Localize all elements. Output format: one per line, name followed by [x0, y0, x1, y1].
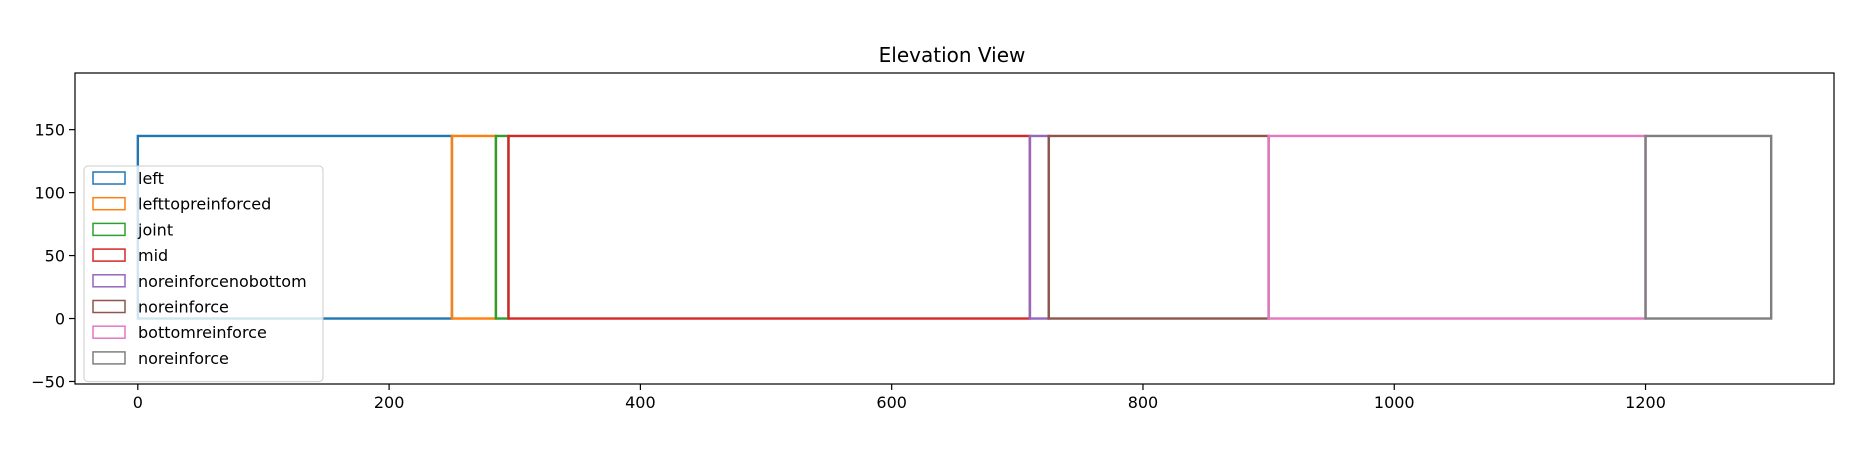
series-rect-1: [450, 134, 498, 320]
chart-title: Elevation View: [879, 43, 1026, 67]
legend-swatch: [92, 222, 126, 237]
series-rect-3: [507, 134, 1032, 320]
legend-box: [83, 165, 324, 383]
y-tick-label: 0: [55, 310, 65, 329]
legend-label: noreinforcenobottom: [138, 272, 307, 291]
x-tick-label: 0: [133, 393, 143, 412]
series-rect-6: [1267, 134, 1647, 320]
legend-label: mid: [138, 246, 168, 265]
x-tick-label: 200: [374, 393, 405, 412]
y-tick-label: 50: [45, 247, 65, 266]
x-tick-label: 1200: [1625, 393, 1666, 412]
legend-swatch: [92, 299, 126, 314]
series-layer: [136, 134, 1773, 320]
legend-swatch: [92, 325, 126, 339]
y-axis: −50 0 50 100 150: [31, 121, 75, 391]
plot-frame: [74, 72, 1835, 385]
y-tick-label: 100: [34, 184, 65, 203]
legend-swatch: [92, 274, 126, 288]
y-tick-label: −50: [31, 372, 65, 391]
x-tick-label: 400: [625, 393, 656, 412]
legend-label: bottomreinforce: [138, 323, 267, 342]
series-rect-7: [1644, 134, 1773, 320]
legend-swatch: [92, 351, 126, 365]
x-tick-label: 800: [1128, 393, 1159, 412]
legend-swatch: [92, 248, 126, 262]
legend-label: noreinforce: [138, 298, 229, 317]
legend-swatch: [92, 171, 126, 185]
x-tick-label: 1000: [1374, 393, 1415, 412]
x-axis: 0 200 400 600 800 1000 1200: [133, 384, 1666, 412]
legend-label: left: [138, 169, 164, 188]
x-tick-label: 600: [876, 393, 907, 412]
y-tick-label: 150: [34, 121, 65, 140]
legend-swatch: [92, 196, 126, 211]
series-rect-5: [1047, 134, 1270, 320]
series-rect-4: [1028, 134, 1050, 320]
legend-label: lefttopreinforced: [138, 195, 271, 214]
legend-label: joint: [137, 220, 173, 239]
series-rect-2: [494, 134, 510, 320]
legend-label: noreinforce: [138, 349, 229, 368]
legend: left lefttopreinforced joint mid noreinforce…: [83, 165, 324, 383]
